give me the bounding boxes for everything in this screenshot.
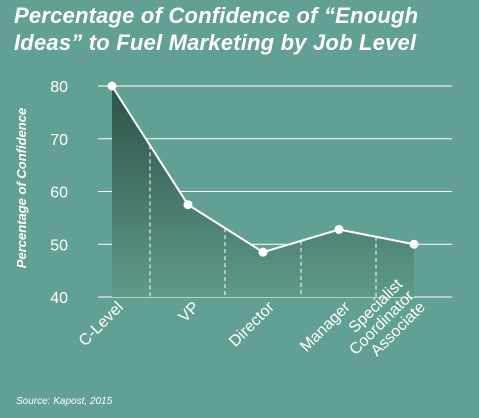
x-tick-label: VP — [176, 299, 203, 326]
y-tick-labels: 40 50 60 70 80 — [50, 79, 68, 307]
data-point — [183, 200, 193, 210]
data-point — [334, 224, 344, 234]
y-tick-label: 80 — [50, 79, 68, 96]
data-point — [107, 81, 117, 91]
data-point — [258, 247, 268, 257]
x-tick-label: Director — [226, 298, 278, 350]
y-tick-label: 50 — [50, 237, 68, 254]
y-tick-label: 70 — [50, 132, 68, 149]
area-fill — [112, 86, 414, 297]
x-tick-label: C-Level — [76, 299, 127, 350]
y-tick-label: 40 — [50, 290, 68, 307]
y-tick-label: 60 — [50, 185, 68, 202]
y-axis-label: Percentage of Confidence — [14, 108, 29, 268]
category-drop-lines — [149, 145, 377, 297]
data-points — [107, 81, 419, 257]
data-point — [409, 239, 419, 249]
chart-title: Percentage of Confidence of “Enough Idea… — [14, 3, 419, 55]
source-note: Source: Kapost, 2015 — [16, 396, 113, 407]
